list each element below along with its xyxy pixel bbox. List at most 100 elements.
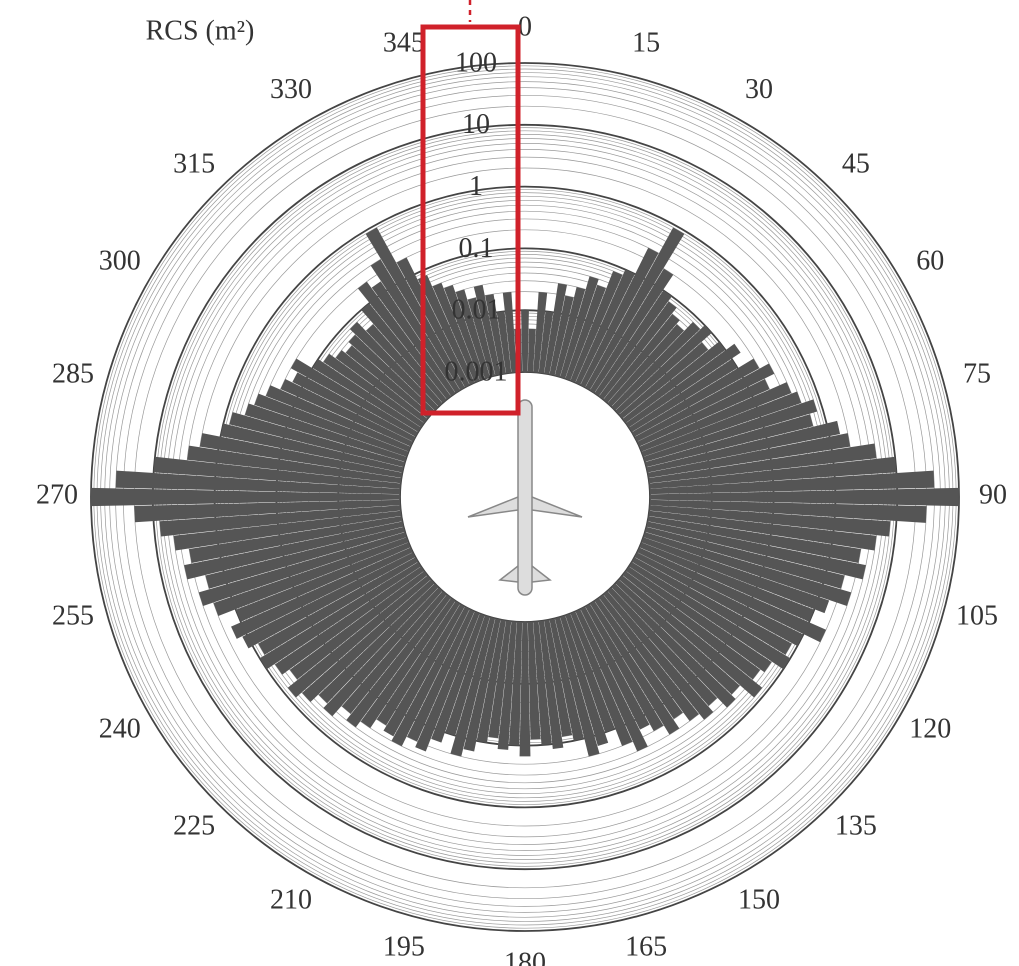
bar [287,575,431,698]
x-tick-label: 120 [909,713,951,744]
bar [198,532,407,606]
bar [265,385,411,452]
bar [615,579,740,695]
bar [213,537,409,616]
bar [376,600,461,726]
bar [365,227,465,391]
bar [290,358,419,437]
bar [619,342,709,419]
bar [641,391,802,457]
bar [258,557,419,655]
bar [645,414,814,468]
bar [565,284,607,381]
bar [649,505,891,537]
bar [615,325,712,415]
bar [538,311,554,374]
bar [594,290,672,397]
bar [302,579,435,702]
bar [289,571,428,680]
bar [549,295,574,376]
bar [254,393,409,457]
bar [497,621,517,750]
bar [599,594,699,722]
bar [622,571,761,680]
bar [496,311,512,374]
x-tick-label: 135 [835,810,877,841]
bar [580,247,659,388]
bar [502,292,517,373]
bar [348,334,435,415]
bar [637,547,827,643]
y-tick-label: 100 [455,47,497,78]
bar [527,328,536,373]
bar [312,359,422,433]
bar [649,470,935,495]
bar [199,433,403,478]
bar [648,510,877,551]
x-tick-label: 240 [99,713,141,744]
bar [318,583,439,704]
bar [634,363,775,442]
x-tick-label: 45 [842,148,870,179]
bars [91,227,959,757]
bar [646,420,841,473]
bar [544,619,573,737]
bar [205,526,405,589]
bar [417,275,475,385]
bar [549,618,584,741]
bar [570,270,623,383]
bar [292,372,416,442]
bar [445,615,490,736]
bar [533,292,548,373]
y-tick-label: 0.01 [452,295,501,326]
bar [235,542,411,622]
y-tick-label: 1 [469,171,483,202]
bar [323,353,425,428]
bar [467,297,496,377]
x-tick-label: 60 [916,245,944,276]
bar [560,615,609,747]
bar [488,620,512,739]
bar [463,618,501,752]
bar [184,521,404,580]
bar [641,537,830,614]
x-tick-label: 255 [52,601,94,632]
bar [544,283,568,375]
bar [625,343,741,428]
bar [345,345,431,419]
bar [648,443,877,484]
bar [371,281,456,397]
bar [396,257,470,388]
bar [646,521,866,580]
bar [634,552,804,647]
bar [585,227,685,391]
bar [229,412,405,468]
bar [603,591,714,720]
bar [647,516,861,564]
bar [323,587,443,717]
x-tick-label: 330 [270,74,312,105]
bar [275,566,425,675]
bar [115,470,401,495]
x-tick-label: 210 [270,885,312,916]
bar [360,597,456,729]
bar [159,505,401,537]
x-tick-label: 75 [963,358,991,389]
bar [220,423,404,473]
bar [565,613,615,733]
y-tick-label: 0.1 [459,233,494,264]
x-tick-label: 270 [36,479,78,510]
bar [476,619,506,743]
x-tick-label: 15 [632,27,660,58]
bar [370,259,461,394]
bar [645,526,845,589]
bar [619,575,763,698]
x-tick-label: 300 [99,245,141,276]
x-tick-label: 90 [979,479,1007,510]
bar [473,284,501,376]
bar [649,456,897,489]
bar [485,294,506,375]
bar [607,324,684,407]
